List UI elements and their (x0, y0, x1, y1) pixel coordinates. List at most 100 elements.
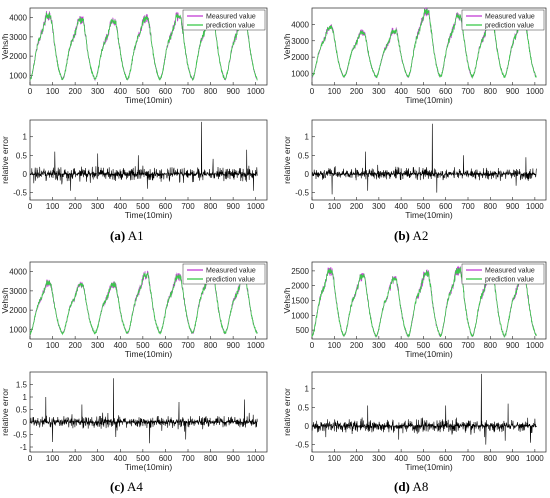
traffic-a4-xtick-label: 900 (226, 341, 240, 350)
error-a8-xtick-label: 1000 (526, 454, 544, 463)
error-a1-xtick-label: 800 (204, 202, 218, 211)
error-a1-xtick-label: 700 (181, 202, 195, 211)
legend-label: prediction value (206, 23, 255, 30)
traffic-a1-xtick-label: 500 (136, 87, 150, 96)
error-a4-xtick-label: 0 (28, 454, 33, 463)
traffic-a2-xtick-label: 700 (461, 87, 475, 96)
panel-a4: 0 100 200 300 400 500 600 700 800 900 100010002000… (0, 261, 268, 472)
error-a4-ytick-label: 1 (23, 393, 28, 402)
traffic-a8-xtick-label: 500 (417, 341, 431, 350)
traffic-a4-xtick-label: 400 (114, 341, 128, 350)
traffic-a1-ytick-label: 3000 (9, 33, 27, 42)
traffic-a8-xtick-label: 600 (439, 341, 453, 350)
caption-a2-letter: (b) (394, 228, 410, 243)
error-a8-xtick-label: 700 (461, 454, 475, 463)
traffic-a1-ytick-label: 2000 (9, 52, 27, 61)
error-a8-ytick-label: -0.5 (295, 441, 309, 450)
error-a2-xlabel: Time(10min) (405, 210, 453, 220)
traffic-a8-xtick-label: 400 (394, 341, 408, 350)
error-a1-xtick-label: 500 (136, 202, 150, 211)
traffic-a1-xtick-label: 0 (28, 87, 33, 96)
error-a4-ytick-label: 0 (23, 418, 28, 427)
traffic-a2-xtick-label: 300 (372, 87, 386, 96)
legend-box (461, 263, 545, 285)
error-a8-xtick-label: 900 (506, 454, 520, 463)
caption-a2: (b) A2 (394, 228, 428, 244)
error-a4-ytick-label: -0.5 (13, 431, 27, 440)
traffic-a8-xtick-label: 300 (372, 341, 386, 350)
error-a2-plot-area (311, 119, 547, 201)
error-a2-xtick-label: 0 (310, 202, 315, 211)
traffic-a8-xtick-label: 0 (310, 341, 315, 350)
error-a2-xtick-label: 900 (506, 202, 520, 211)
legend: Measured value prediction value (182, 263, 266, 285)
traffic-a8-xtick-label: 800 (484, 341, 498, 350)
traffic-a2-ylabel: Vehs/h (282, 33, 292, 59)
legend-label: prediction value (485, 277, 534, 284)
traffic-a8-ytick-label: 500 (296, 326, 310, 335)
error-a1-xtick-label: 200 (68, 202, 82, 211)
traffic-a4-xtick-label: 100 (46, 341, 60, 350)
error-a1-ytick-label: -0.5 (13, 189, 27, 198)
traffic-a8-xlabel: Time(10min) (405, 349, 453, 359)
caption-a8: (d) A8 (394, 479, 428, 495)
error-a4-ylabel: relative error (0, 388, 10, 436)
error-a1-ytick-label: 1 (23, 133, 28, 142)
traffic-a1-xtick-label: 600 (159, 87, 173, 96)
traffic-a2-ytick-label: 2000 (291, 53, 309, 62)
error-a2-xtick-label: 500 (417, 202, 431, 211)
legend-label: Measured value (485, 268, 535, 275)
error-a8-xtick-label: 800 (484, 454, 498, 463)
error-a4-ytick-label: -1 (20, 443, 28, 452)
legend: Measured value prediction value (182, 9, 266, 31)
error-a4-xlabel: Time(10min) (125, 462, 173, 472)
error-a4-xtick-label: 200 (68, 454, 82, 463)
traffic-a4-xtick-label: 1000 (247, 341, 265, 350)
error-chart-a8: 0 100 200 300 400 500 600 700 800 900 1000-0.500.5… (282, 371, 547, 472)
traffic-a8-ylabel: Vehs/h (282, 287, 292, 313)
caption-a1-letter: (a) (110, 228, 126, 243)
error-chart-a4: 0 100 200 300 400 500 600 700 800 900 1000 -1 -0.5 0 0… (0, 371, 268, 472)
panel-a8: 0 100 200 300 400 500 600 700 800 900 100050010001… (282, 261, 547, 472)
traffic-a2-xtick-label: 400 (394, 87, 408, 96)
legend-box (182, 9, 266, 31)
series-prediction-value (29, 12, 258, 81)
series-relative-error (311, 123, 537, 195)
traffic-a4-ytick-label: 2000 (9, 306, 27, 315)
error-a8-xtick-label: 100 (328, 454, 342, 463)
caption-a8-name: A8 (412, 479, 429, 494)
traffic-a8-ytick-label: 1500 (291, 297, 309, 306)
error-a1-ytick-label: 0.5 (16, 151, 28, 160)
traffic-a4-xtick-label: 700 (181, 341, 195, 350)
legend: Measured value prediction value (461, 9, 545, 31)
series-prediction-value (29, 268, 258, 336)
error-a4-xtick-label: 700 (181, 454, 195, 463)
traffic-a2-xlabel: Time(10min) (405, 95, 453, 105)
traffic-a4-xtick-label: 800 (204, 341, 218, 350)
traffic-a4-ytick-label: 4000 (9, 268, 27, 277)
caption-a1-name: A1 (127, 228, 144, 243)
error-a2-ylabel: relative error (282, 136, 292, 184)
traffic-a1-xlabel: Time(10min) (125, 95, 173, 105)
traffic-a4-xlabel: Time(10min) (125, 349, 173, 359)
error-a1-xtick-label: 400 (114, 202, 128, 211)
error-a8-xtick-label: 0 (310, 454, 315, 463)
traffic-a2-xtick-label: 1000 (526, 87, 544, 96)
caption-a2-name: A2 (412, 228, 429, 243)
caption-a4-letter: (c) (110, 479, 125, 494)
traffic-a4-ytick-label: 3000 (9, 287, 27, 296)
traffic-chart-a4: 0 100 200 300 400 500 600 700 800 900 1000 1000 2000… (0, 261, 268, 359)
error-a1-xlabel: Time(10min) (125, 210, 173, 220)
series-relative-error (311, 373, 537, 445)
traffic-a1-xtick-label: 900 (226, 87, 240, 96)
series-relative-error (29, 121, 258, 191)
error-a1-plot-area (29, 119, 268, 201)
error-a4-plot-area (29, 371, 268, 453)
traffic-chart-a1: 0 100 200 300 400 500 600 700 800 900 1000 1000 2000… (0, 7, 268, 105)
legend-box (182, 263, 266, 285)
traffic-a2-xtick-label: 100 (328, 87, 342, 96)
traffic-a1-xtick-label: 800 (204, 87, 218, 96)
legend: Measured value prediction value (461, 263, 545, 285)
caption-a8-letter: (d) (394, 479, 410, 494)
